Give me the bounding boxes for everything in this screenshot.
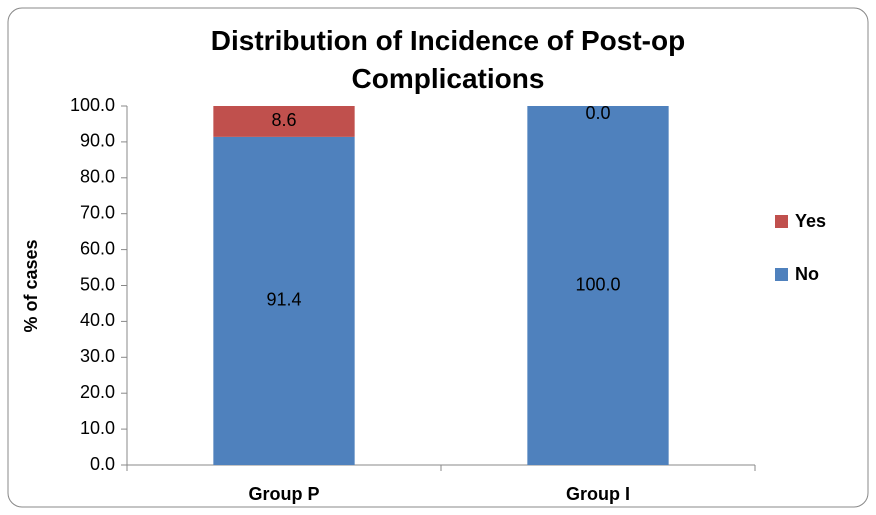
chart-title: Distribution of Incidence of Post-op Com… bbox=[210, 25, 686, 94]
data-label: 0.0 bbox=[585, 103, 610, 123]
y-tick-label: 90.0 bbox=[80, 131, 115, 151]
y-axis-label: % of cases bbox=[21, 239, 41, 332]
y-tick-label: 60.0 bbox=[80, 238, 115, 258]
legend-swatch bbox=[775, 215, 788, 228]
legend-label: Yes bbox=[795, 211, 826, 231]
y-tick-label: 10.0 bbox=[80, 418, 115, 438]
y-tick-label: 80.0 bbox=[80, 167, 115, 187]
data-label: 8.6 bbox=[271, 110, 296, 130]
legend-swatch bbox=[775, 268, 788, 281]
bar-segment bbox=[213, 106, 355, 137]
y-tick-label: 20.0 bbox=[80, 382, 115, 402]
y-tick-label: 40.0 bbox=[80, 310, 115, 330]
y-tick-label: 100.0 bbox=[70, 95, 115, 115]
data-label: 100.0 bbox=[575, 274, 620, 294]
x-tick-label: Group I bbox=[566, 484, 630, 504]
data-label: 91.4 bbox=[266, 290, 301, 310]
y-tick-label: 30.0 bbox=[80, 346, 115, 366]
legend-label: No bbox=[795, 264, 819, 284]
bar-segment bbox=[527, 106, 669, 465]
y-tick-label: 50.0 bbox=[80, 274, 115, 294]
y-tick-label: 70.0 bbox=[80, 202, 115, 222]
bar-segment bbox=[213, 136, 355, 465]
x-tick-label: Group P bbox=[249, 484, 320, 504]
y-tick-label: 0.0 bbox=[90, 454, 115, 474]
